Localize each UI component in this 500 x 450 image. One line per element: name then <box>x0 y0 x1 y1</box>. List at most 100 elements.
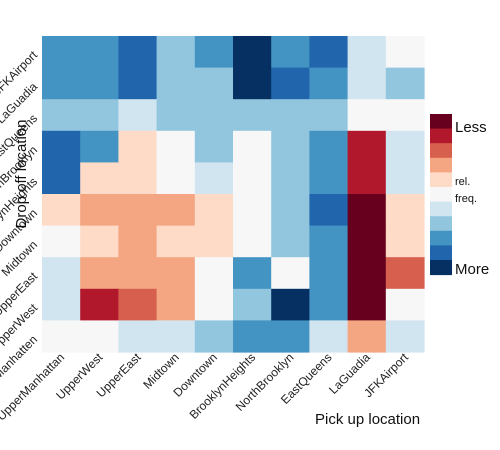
heatmap-cell <box>233 130 272 163</box>
heatmap-cell <box>118 99 158 132</box>
heatmap-cell <box>233 162 272 195</box>
heatmap-cell <box>118 36 158 69</box>
heatmap-cell <box>309 130 349 163</box>
heatmap-cell <box>42 257 81 290</box>
legend-swatch <box>430 230 452 246</box>
heatmap-cell <box>271 288 310 321</box>
heatmap-cell <box>347 194 387 227</box>
heatmap-cell <box>156 257 196 290</box>
heatmap-cell <box>233 257 272 290</box>
heatmap-cell <box>271 130 310 163</box>
heatmap-cell <box>309 288 349 321</box>
legend-swatch <box>430 216 452 232</box>
heatmap-cell <box>42 288 81 321</box>
heatmap-cell <box>118 257 158 290</box>
heatmap-cell <box>80 288 119 321</box>
heatmap-cell <box>233 67 272 100</box>
heatmap-cell <box>80 36 119 69</box>
heatmap-cell <box>194 257 234 290</box>
legend-freq-label: freq. <box>455 193 477 205</box>
heatmap-cell <box>309 36 349 69</box>
heatmap-cell <box>347 225 387 258</box>
heatmap-cell <box>42 36 81 69</box>
heatmap-cell <box>118 162 158 195</box>
heatmap-cell <box>271 257 310 290</box>
legend-less-label: Less <box>455 119 487 136</box>
heatmap-cell <box>42 67 81 100</box>
heatmap-cell <box>271 67 310 100</box>
legend-more-label: More <box>455 261 489 278</box>
heatmap-cell <box>347 320 387 353</box>
heatmap-cell <box>156 67 196 100</box>
heatmap-cell <box>233 288 272 321</box>
x-tick-label: BrooklynHeights <box>187 350 259 422</box>
heatmap-cell <box>347 36 387 69</box>
heatmap-cell <box>194 320 234 353</box>
heatmap-cell <box>156 36 196 69</box>
heatmap-cell <box>385 36 425 69</box>
heatmap-cell <box>42 99 81 132</box>
heatmap-cell <box>118 225 158 258</box>
legend-swatch <box>430 245 452 261</box>
heatmap-cell <box>194 194 234 227</box>
heatmap-cell <box>156 225 196 258</box>
heatmap-cell <box>80 320 119 353</box>
legend-swatch <box>430 143 452 159</box>
heatmap-cell <box>385 162 425 195</box>
heatmap-cell <box>194 67 234 100</box>
heatmap-cell <box>156 320 196 353</box>
heatmap-cell <box>385 288 425 321</box>
heatmap-cell <box>271 36 310 69</box>
heatmap-cell <box>42 225 81 258</box>
heatmap-cell <box>80 67 119 100</box>
heatmap-cell <box>156 99 196 132</box>
heatmap-cell <box>309 99 349 132</box>
heatmap-cell <box>309 257 349 290</box>
legend-swatch <box>430 172 452 188</box>
legend: Less rel. freq. More <box>430 114 489 278</box>
heatmap-cell <box>347 67 387 100</box>
heatmap-cell <box>42 320 81 353</box>
heatmap-cell <box>271 194 310 227</box>
heatmap-cell <box>80 99 119 132</box>
heatmap-cell <box>385 225 425 258</box>
heatmap-cell <box>271 162 310 195</box>
heatmap-cell <box>118 67 158 100</box>
heatmap-cell <box>156 130 196 163</box>
heatmap-cell <box>233 194 272 227</box>
legend-swatch <box>430 157 452 173</box>
heatmap-cell <box>118 288 158 321</box>
heatmap-cell <box>309 225 349 258</box>
heatmap-cell <box>80 162 119 195</box>
heatmap-cell <box>309 320 349 353</box>
heatmap-cell <box>271 99 310 132</box>
heatmap-cell <box>233 36 272 69</box>
heatmap-cell <box>385 257 425 290</box>
heatmap-cell <box>309 67 349 100</box>
heatmap-cell <box>194 225 234 258</box>
heatmap-cell <box>194 99 234 132</box>
heatmap-cell <box>347 130 387 163</box>
heatmap-cell <box>194 36 234 69</box>
heatmap-cell <box>347 257 387 290</box>
heatmap-cell <box>118 194 158 227</box>
heatmap-cell <box>118 130 158 163</box>
heatmap-cell <box>80 225 119 258</box>
heatmap-cell <box>233 99 272 132</box>
y-axis-title: Drop off location <box>13 120 30 229</box>
heatmap-cell <box>194 288 234 321</box>
heatmap-cell <box>80 194 119 227</box>
heatmap-cell <box>347 99 387 132</box>
heatmap-cell <box>385 194 425 227</box>
legend-swatch <box>430 114 452 130</box>
heatmap-cell <box>309 162 349 195</box>
legend-swatch <box>430 187 452 203</box>
heatmap-cell <box>347 162 387 195</box>
legend-swatches <box>430 114 452 276</box>
heatmap-cell <box>42 130 81 163</box>
heatmap-cell <box>309 194 349 227</box>
x-axis-title: Pick up location <box>315 411 420 428</box>
heatmap-cells <box>42 36 425 353</box>
legend-swatch <box>430 128 452 144</box>
